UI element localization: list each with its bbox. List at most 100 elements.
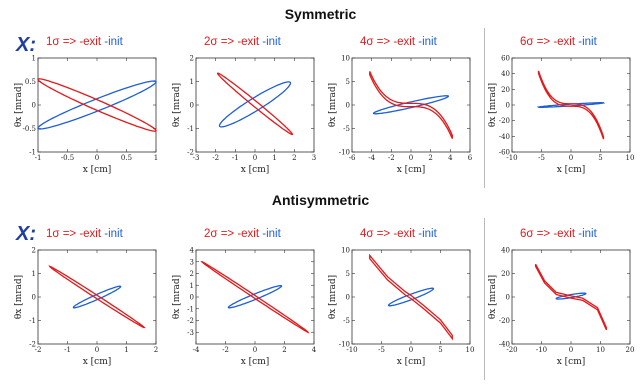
y-tick-label: 0 xyxy=(190,294,194,302)
y-tick-label: 1 xyxy=(190,78,194,86)
x-tick-label: 2 xyxy=(428,154,432,162)
x-axis-label: x [cm] xyxy=(83,165,112,175)
y-axis-label: θx [mrad] xyxy=(172,275,182,319)
plot-frame xyxy=(37,249,157,345)
phase-space-plot: -10 -5 0 5 10 10 5 0 -5 -10 x [cm] θx [mrad] xyxy=(328,247,475,368)
y-axis-label: θx [mrad] xyxy=(172,83,182,127)
exit-contour xyxy=(200,261,310,334)
x-tick-label: -20 xyxy=(506,346,517,354)
plot-frame xyxy=(511,57,631,153)
x-tick-label: -5 xyxy=(538,154,545,162)
y-tick-label: 1 xyxy=(32,270,36,278)
x-tick-label: 1 xyxy=(154,154,158,162)
x-tick-label: -10 xyxy=(536,346,547,354)
plot-frame xyxy=(195,249,315,345)
legend-exit-label: 2σ => -exit xyxy=(204,228,260,240)
y-tick-label: 4 xyxy=(190,247,195,255)
exit-contour xyxy=(369,71,453,139)
exit-contour xyxy=(37,78,157,132)
y-tick-label: 20 xyxy=(501,86,510,94)
phase-space-plot: -10 -5 0 5 10 60 40 20 0 -20 -40 -60 x [cm] θx [mrad] xyxy=(488,55,635,176)
x-axis-label: x [cm] xyxy=(83,357,112,367)
x-tick-label: 4 xyxy=(312,346,317,354)
y-tick-label: -2 xyxy=(29,341,36,349)
x-tick-label: -2 xyxy=(388,154,395,162)
x-tick-label: -4 xyxy=(193,346,200,354)
init-ellipse xyxy=(37,80,157,130)
y-tick-label: 0 xyxy=(32,102,36,110)
y-tick-label: -1 xyxy=(29,317,36,325)
x-tick-label: 2 xyxy=(282,346,286,354)
y-tick-label: 10 xyxy=(341,247,350,255)
y-tick-label: -40 xyxy=(499,341,510,349)
phase-space-plot: -6 -4 -2 0 2 4 6 10 5 0 -5 -10 x [cm] θx [mrad] xyxy=(328,55,473,176)
y-tick-label: 2 xyxy=(32,247,36,255)
x-tick-label: -1 xyxy=(35,154,42,162)
x-tick-label: 10 xyxy=(626,154,635,162)
x-tick-label: 10 xyxy=(466,346,475,354)
y-tick-label: 0 xyxy=(346,102,350,110)
exit-contour xyxy=(537,70,605,140)
x-tick-label: 0 xyxy=(253,154,257,162)
legend-exit-label: 1σ => -exit xyxy=(46,36,102,48)
init-ellipse xyxy=(555,292,587,300)
y-tick-label: 40 xyxy=(501,70,510,78)
y-tick-label: 40 xyxy=(501,247,510,255)
y-tick-label: -20 xyxy=(499,317,510,325)
x-tick-label: 2 xyxy=(154,346,158,354)
y-tick-label: 1 xyxy=(32,55,36,63)
x-tick-label: -1 xyxy=(64,346,71,354)
x-tick-label: 0 xyxy=(95,346,99,354)
x-tick-label: 0 xyxy=(409,346,413,354)
y-tick-label: 0 xyxy=(32,294,36,302)
x-tick-label: -0.5 xyxy=(61,154,75,162)
x-tick-label: -2 xyxy=(35,346,42,354)
y-tick-label: 1 xyxy=(190,282,194,290)
exit-contour xyxy=(369,253,453,341)
x-tick-label: -1 xyxy=(232,154,239,162)
y-tick-label: -1 xyxy=(187,305,194,313)
x-tick-label: -2 xyxy=(212,154,219,162)
x-tick-label: 20 xyxy=(626,346,635,354)
x-tick-label: -4 xyxy=(368,154,375,162)
x-axis-label: x [cm] xyxy=(397,165,426,175)
section-title-antisymmetric: Antisymmetric xyxy=(271,192,370,208)
plot-frame xyxy=(195,57,315,153)
y-tick-label: -20 xyxy=(499,117,510,125)
legend-init-label: -init xyxy=(578,36,597,48)
legend-init-label: -init xyxy=(418,36,437,48)
legend-init-label: -init xyxy=(104,228,123,240)
y-tick-label: 2 xyxy=(190,270,194,278)
y-tick-label: 0 xyxy=(506,102,510,110)
y-tick-label: -1 xyxy=(29,149,36,157)
x-tick-label: 5 xyxy=(598,154,602,162)
exit-contour xyxy=(534,263,608,331)
exit-contour xyxy=(48,264,146,329)
plot-title: 1σ => -exit -init xyxy=(46,36,123,48)
y-tick-label: -3 xyxy=(187,329,194,337)
init-ellipse xyxy=(536,102,606,108)
legend-init-label: -init xyxy=(418,228,437,240)
phase-space-plot: -2 -1 0 1 2 2 1 0 -1 -2 x [cm] θx [mrad] xyxy=(14,247,158,368)
x-axis-label: x [cm] xyxy=(241,357,270,367)
y-tick-label: -1 xyxy=(187,125,194,133)
x-tick-label: 0 xyxy=(253,346,257,354)
plot-title: 4σ => -exit -init xyxy=(360,36,437,48)
y-tick-label: -5 xyxy=(343,317,350,325)
y-axis-label: θx [mrad] xyxy=(488,83,498,127)
y-tick-label: 3 xyxy=(190,258,194,266)
section-title-symmetric: Symmetric xyxy=(284,6,357,22)
phase-space-plot: -1 -0.5 0 0.5 1 1 0.5 0 -0.5 -1 x [cm] θx [mrad] xyxy=(14,55,158,176)
y-tick-label: -40 xyxy=(499,133,510,141)
x-tick-label: 1 xyxy=(272,154,276,162)
x-tick-label: -10 xyxy=(346,346,357,354)
y-axis-label: θx [mrad] xyxy=(488,275,498,319)
x-tick-label: -3 xyxy=(193,154,200,162)
plane-label-x-antisymmetric: X: xyxy=(16,223,36,245)
y-tick-label: 0 xyxy=(506,294,510,302)
y-tick-label: 0 xyxy=(346,294,350,302)
y-tick-label: -2 xyxy=(187,149,194,157)
y-axis-label: θx [mrad] xyxy=(328,275,338,319)
